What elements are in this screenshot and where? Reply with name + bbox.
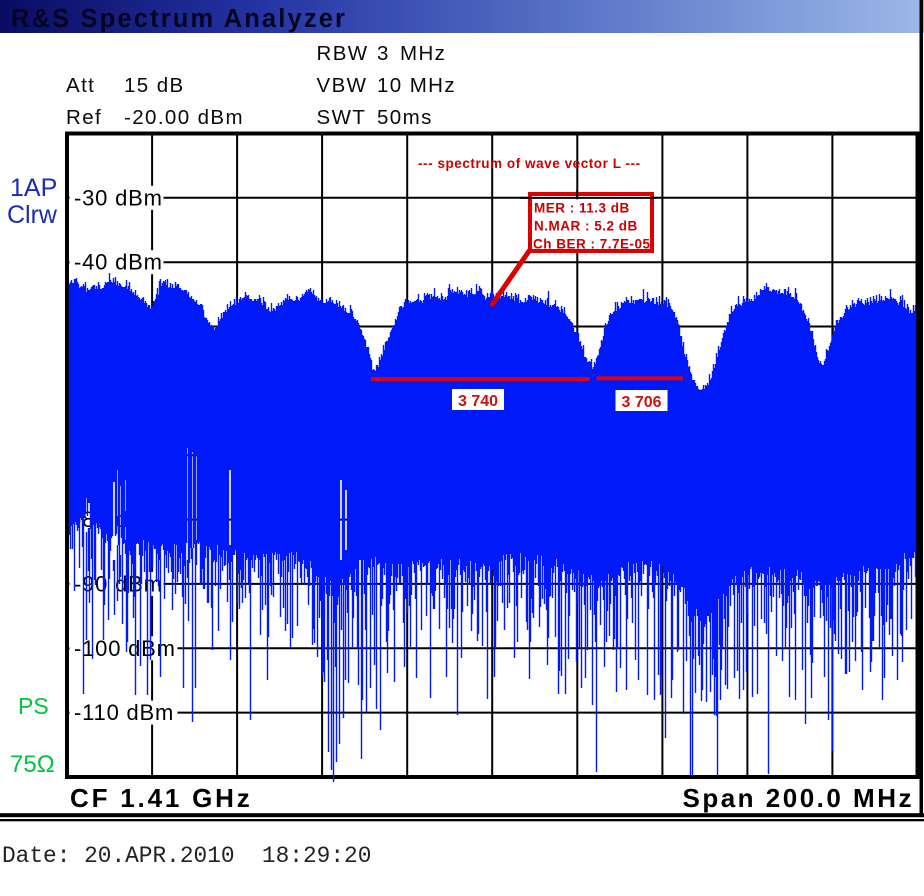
svg-text:R&S Spectrum Analyzer: R&S Spectrum Analyzer	[11, 5, 347, 33]
svg-text:-100 dBm: -100 dBm	[74, 636, 176, 661]
svg-text:3 740: 3 740	[458, 393, 498, 410]
svg-text:Span 200.0 MHz: Span 200.0 MHz	[682, 783, 914, 813]
svg-text:-110 dBm: -110 dBm	[74, 700, 174, 725]
svg-text:SWT: SWT	[317, 106, 367, 129]
svg-text:1AP: 1AP	[10, 174, 57, 202]
svg-text:75Ω: 75Ω	[10, 751, 55, 778]
svg-text:3: 3	[377, 42, 390, 65]
svg-text:50ms: 50ms	[377, 106, 433, 129]
svg-text:-20.00 dBm: -20.00 dBm	[124, 106, 244, 129]
svg-text:3 706: 3 706	[621, 394, 661, 411]
svg-text:Date: 20.APR.2010 18:29:20: Date: 20.APR.2010 18:29:20	[2, 843, 371, 869]
svg-text:15 dB: 15 dB	[124, 74, 185, 97]
svg-text:PS: PS	[18, 693, 49, 719]
svg-text:MHz: MHz	[400, 42, 446, 65]
svg-text:--- spectrum of wave vector L: --- spectrum of wave vector L ---	[418, 156, 641, 171]
svg-text:RBW: RBW	[317, 42, 369, 65]
svg-text:-30 dBm: -30 dBm	[74, 185, 163, 210]
svg-text:-90 dBm: -90 dBm	[74, 571, 163, 596]
svg-text:Att: Att	[66, 74, 95, 97]
svg-text:-40 dBm: -40 dBm	[74, 250, 163, 275]
svg-text:N.MAR : 5.2 dB: N.MAR : 5.2 dB	[534, 219, 638, 234]
svg-text:Ch BER : 7.7E-05: Ch BER : 7.7E-05	[533, 237, 651, 252]
svg-text:10 MHz: 10 MHz	[377, 74, 456, 97]
svg-text:Ref: Ref	[66, 106, 102, 129]
svg-text:MER : 11.3 dB: MER : 11.3 dB	[534, 201, 630, 216]
svg-text:VBW: VBW	[317, 74, 368, 97]
svg-text:CF 1.41 GHz: CF 1.41 GHz	[70, 783, 253, 813]
svg-text:Clrw: Clrw	[7, 201, 58, 229]
